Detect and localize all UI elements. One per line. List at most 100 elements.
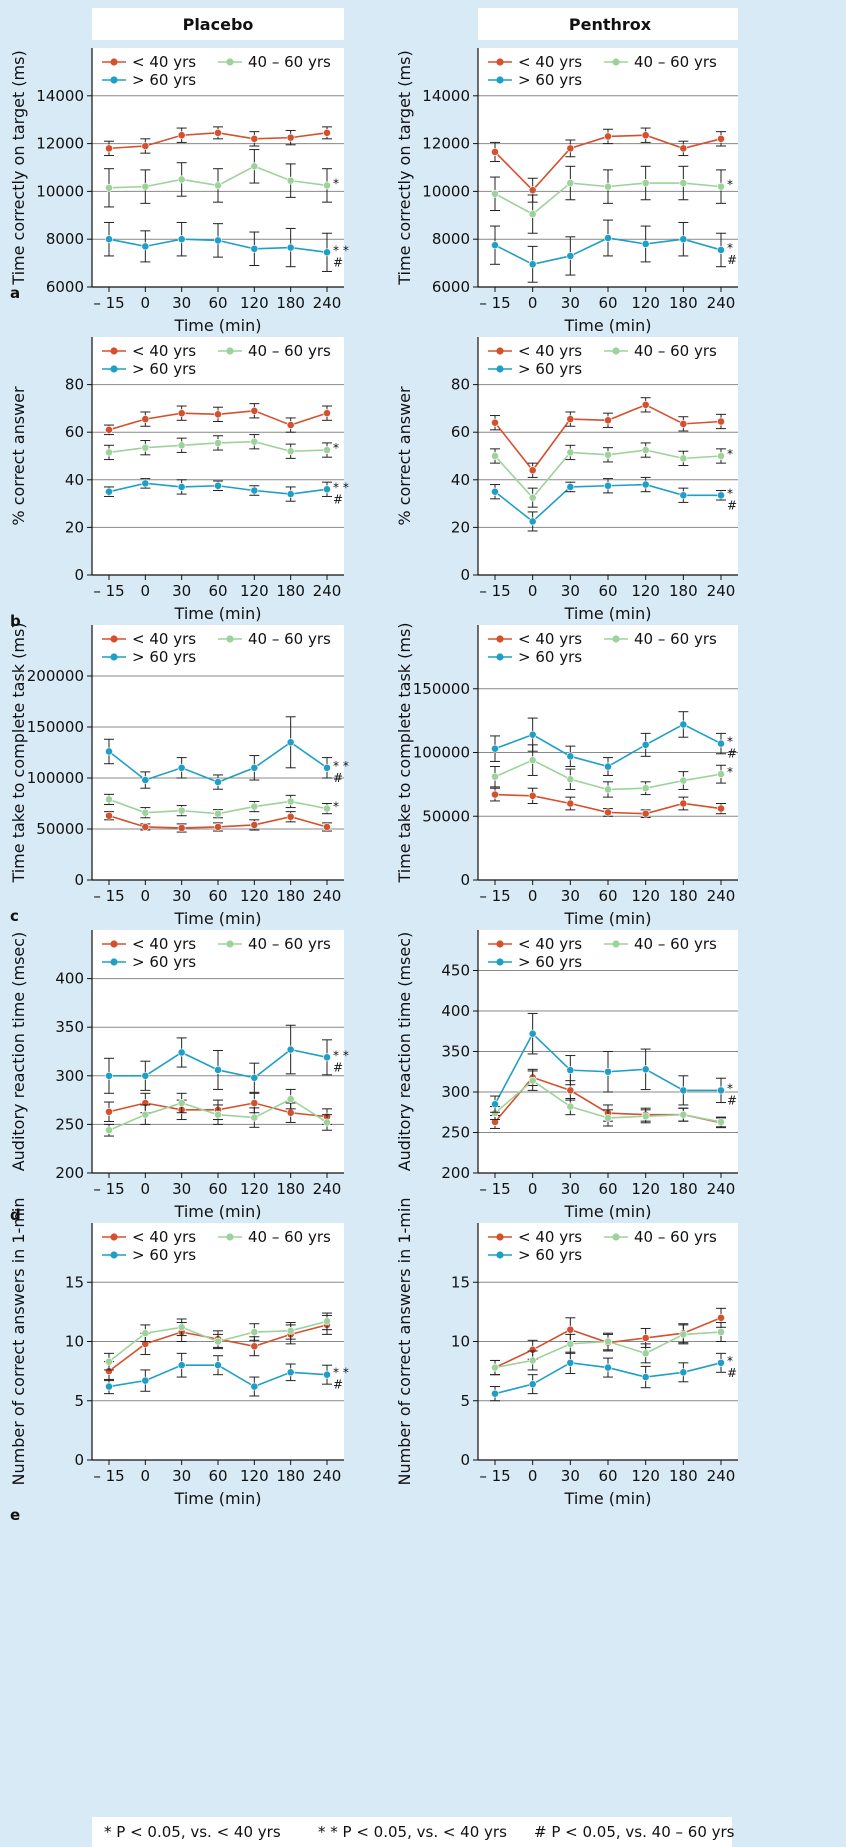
legend-label: < 40 yrs [132, 53, 196, 71]
x-tick-label: 120 [631, 1467, 660, 1485]
x-tick-label: 30 [172, 582, 191, 600]
data-point [323, 1317, 331, 1326]
data-point [323, 485, 331, 494]
data-point [323, 409, 331, 418]
data-point [566, 799, 575, 808]
series-lt40 [104, 126, 332, 157]
y-tick-label: 6000 [432, 278, 470, 296]
legend-label: 40 – 60 yrs [248, 630, 331, 648]
data-point [679, 1110, 688, 1119]
legend: < 40 yrs 40 – 60 yrs > 60 yrs [102, 53, 331, 89]
data-point [286, 243, 295, 252]
x-tick-label: 120 [240, 1180, 269, 1198]
series-40to60 [490, 442, 726, 508]
data-point [250, 1113, 259, 1122]
x-tick-label: 120 [240, 582, 269, 600]
data-point [604, 416, 612, 425]
data-point [141, 479, 150, 488]
y-tick-label: 100000 [27, 769, 84, 787]
data-point [286, 176, 295, 185]
legend-marker [612, 1233, 620, 1241]
x-tick-label: 240 [313, 582, 342, 600]
data-point [286, 1368, 295, 1377]
series-40to60 [104, 1312, 332, 1371]
data-point [141, 182, 150, 191]
chart-c-penthrox: 0 50000 100000 150000 – 15 0 30 60 120 180 240 Time… [395, 622, 738, 928]
y-tick-label: 5 [74, 1392, 84, 1410]
data-point [604, 234, 612, 242]
x-tick-label: 0 [141, 582, 151, 600]
data-point [105, 448, 113, 457]
x-tick-label: 180 [669, 1467, 698, 1485]
data-point [641, 809, 650, 818]
data-point [679, 491, 688, 500]
data-point [250, 802, 259, 811]
data-point [717, 182, 725, 191]
data-point [528, 1029, 537, 1038]
x-tick-label: 180 [276, 887, 305, 905]
x-tick-label: 30 [561, 582, 580, 600]
data-point [717, 491, 725, 500]
panel-letter: a [10, 284, 20, 302]
x-tick-label: – 15 [479, 887, 510, 905]
significance-mark: # [333, 1378, 343, 1392]
data-point [566, 775, 575, 784]
data-point [528, 1076, 537, 1085]
x-tick-label: – 15 [93, 294, 124, 312]
x-tick-label: 60 [598, 1467, 617, 1485]
data-point [105, 1382, 113, 1391]
chart-d-penthrox: 200 250 300 350 400 450 – 15 0 30 60 120 180 240 Time… [395, 930, 738, 1221]
data-point [323, 248, 331, 257]
data-point [717, 452, 725, 460]
x-tick-label: 180 [276, 1180, 305, 1198]
legend-label: < 40 yrs [518, 53, 582, 71]
data-point [566, 144, 575, 153]
legend-marker [496, 958, 504, 966]
y-tick-label: 400 [55, 970, 84, 988]
y-tick-label: 10000 [422, 182, 470, 200]
x-tick-label: 120 [631, 1180, 660, 1198]
x-tick-label: 120 [631, 582, 660, 600]
data-point [566, 483, 575, 491]
x-axis-label: Time (min) [564, 1489, 652, 1508]
data-point [286, 1108, 295, 1117]
data-point [491, 1363, 499, 1372]
legend-marker [496, 365, 504, 373]
x-axis-label: Time (min) [174, 316, 262, 335]
data-point [604, 808, 612, 817]
data-point [491, 1389, 499, 1398]
data-point [214, 481, 222, 490]
legend-label: < 40 yrs [518, 935, 582, 953]
data-point [105, 1357, 113, 1366]
data-point [566, 1086, 575, 1095]
data-point [604, 182, 612, 191]
legend-marker [612, 347, 620, 355]
data-point [105, 811, 113, 820]
legend-marker [226, 347, 234, 355]
legend-label: < 40 yrs [518, 342, 582, 360]
x-tick-label: – 15 [479, 1467, 510, 1485]
legend-label: 40 – 60 yrs [248, 53, 331, 71]
legend-label: < 40 yrs [132, 1228, 196, 1246]
data-point [566, 448, 575, 457]
x-tick-label: 60 [208, 1467, 227, 1485]
x-tick-label: 0 [528, 294, 538, 312]
data-point [604, 785, 612, 794]
x-tick-label: 0 [528, 887, 538, 905]
y-tick-label: 350 [441, 1043, 470, 1061]
y-tick-label: 50000 [36, 820, 84, 838]
data-point [105, 235, 113, 244]
significance-mark: # [727, 1366, 737, 1380]
data-point [214, 1066, 222, 1074]
data-point [566, 252, 575, 260]
legend-marker [110, 365, 118, 373]
data-point [177, 175, 186, 184]
data-point [286, 812, 295, 821]
y-tick-label: 150000 [27, 718, 84, 736]
legend: < 40 yrs 40 – 60 yrs > 60 yrs [488, 935, 717, 971]
data-point [323, 763, 331, 772]
legend-marker [110, 76, 118, 84]
series-gt60 [104, 478, 332, 502]
data-point [214, 128, 222, 137]
